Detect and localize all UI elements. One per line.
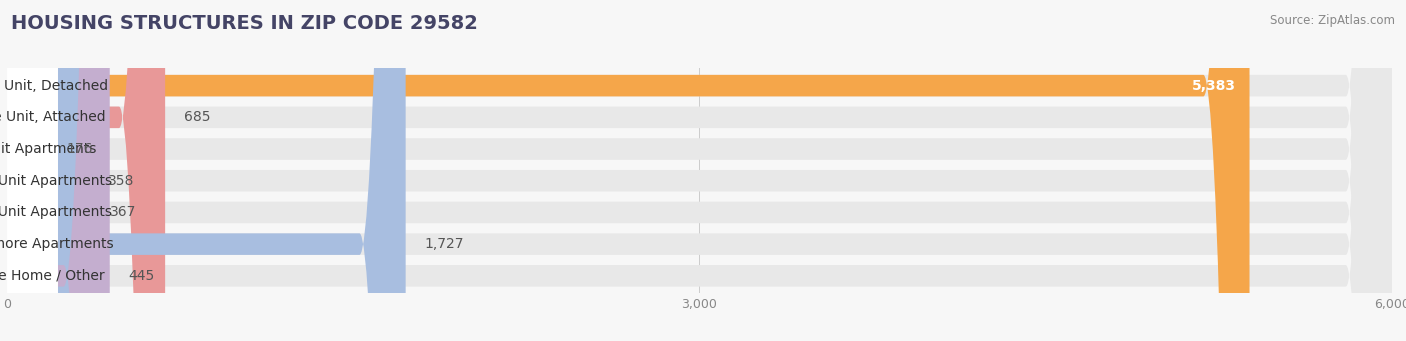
- Text: 1,727: 1,727: [425, 237, 464, 251]
- Text: 2 Unit Apartments: 2 Unit Apartments: [0, 142, 96, 156]
- Text: 445: 445: [128, 269, 155, 283]
- FancyBboxPatch shape: [7, 0, 406, 341]
- FancyBboxPatch shape: [7, 0, 1250, 341]
- Text: 10 or more Apartments: 10 or more Apartments: [0, 237, 114, 251]
- FancyBboxPatch shape: [7, 0, 1392, 341]
- FancyBboxPatch shape: [7, 0, 165, 341]
- Text: 5,383: 5,383: [1192, 79, 1236, 93]
- Text: 685: 685: [184, 110, 209, 124]
- FancyBboxPatch shape: [7, 0, 1392, 341]
- Text: Single Unit, Attached: Single Unit, Attached: [0, 110, 105, 124]
- FancyBboxPatch shape: [7, 0, 58, 341]
- Text: 3 or 4 Unit Apartments: 3 or 4 Unit Apartments: [0, 174, 112, 188]
- Text: Source: ZipAtlas.com: Source: ZipAtlas.com: [1270, 14, 1395, 27]
- FancyBboxPatch shape: [7, 0, 58, 341]
- FancyBboxPatch shape: [1, 0, 53, 341]
- FancyBboxPatch shape: [7, 0, 58, 341]
- FancyBboxPatch shape: [7, 0, 58, 341]
- Text: 176: 176: [66, 142, 93, 156]
- FancyBboxPatch shape: [7, 0, 1392, 341]
- FancyBboxPatch shape: [7, 0, 1392, 341]
- FancyBboxPatch shape: [7, 0, 58, 341]
- FancyBboxPatch shape: [7, 0, 58, 341]
- Text: 358: 358: [108, 174, 135, 188]
- FancyBboxPatch shape: [7, 0, 1392, 341]
- Text: Single Unit, Detached: Single Unit, Detached: [0, 79, 108, 93]
- FancyBboxPatch shape: [7, 0, 110, 341]
- Text: 5 to 9 Unit Apartments: 5 to 9 Unit Apartments: [0, 205, 112, 219]
- Text: 367: 367: [110, 205, 136, 219]
- FancyBboxPatch shape: [7, 0, 90, 341]
- FancyBboxPatch shape: [7, 0, 1392, 341]
- FancyBboxPatch shape: [7, 0, 58, 341]
- Text: HOUSING STRUCTURES IN ZIP CODE 29582: HOUSING STRUCTURES IN ZIP CODE 29582: [11, 14, 478, 33]
- Text: Mobile Home / Other: Mobile Home / Other: [0, 269, 104, 283]
- FancyBboxPatch shape: [7, 0, 1392, 341]
- FancyBboxPatch shape: [7, 0, 91, 341]
